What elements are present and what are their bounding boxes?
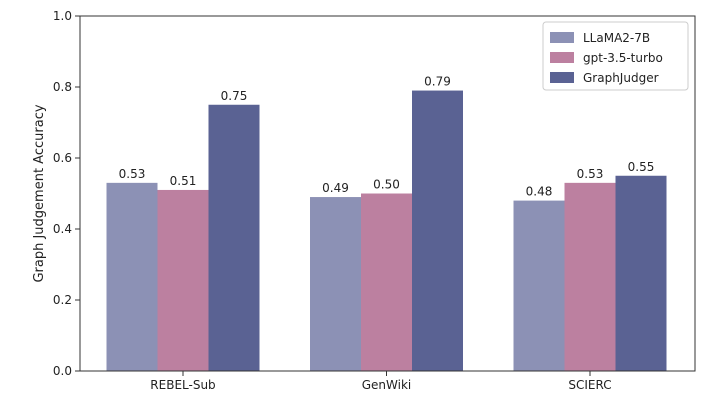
data-label-llama2-7b-rebel-sub: 0.53 (119, 167, 146, 181)
y-tick-label: 0.2 (53, 293, 72, 307)
data-label-llama2-7b-genwiki: 0.49 (322, 181, 349, 195)
data-labels-layer: 0.53 0.51 0.75 0.49 0.50 0.79 0.48 0.53 0.55 (119, 75, 655, 199)
data-label-gpt-3-5-turbo-rebel-sub: 0.51 (170, 174, 197, 188)
data-label-graphjudger-rebel-sub: 0.75 (221, 89, 248, 103)
bar-llama2-7b-scierc (513, 200, 565, 371)
bar-gpt-3-5-turbo-genwiki (361, 193, 412, 371)
x-tick-label-rebel-sub: REBEL-Sub (150, 378, 215, 392)
legend-swatch-llama2-7b (550, 32, 574, 43)
bar-graphjudger-rebel-sub (208, 104, 260, 371)
legend-swatch-graphjudger (550, 72, 574, 83)
y-tick-label: 0.8 (53, 80, 72, 94)
plot-frame (79, 15, 696, 372)
y-tick-label: 0.4 (53, 222, 72, 236)
data-label-gpt-3-5-turbo-genwiki: 0.50 (373, 178, 400, 192)
x-axis: REBEL-Sub GenWiki SCIERC (150, 371, 612, 392)
bar-graphjudger-genwiki (412, 90, 463, 372)
bar-gpt-3-5-turbo-rebel-sub (157, 189, 209, 371)
legend-label-gpt-3-5-turbo: gpt-3.5-turbo (583, 51, 663, 65)
bars-layer (106, 90, 667, 372)
data-label-gpt-3-5-turbo-scierc: 0.53 (577, 167, 604, 181)
y-axis-title: Graph Judgement Accuracy (32, 104, 47, 282)
x-tick-label-scierc: SCIERC (568, 378, 611, 392)
y-axis: 0.0 0.2 0.4 0.6 0.8 1.0 (53, 9, 80, 378)
y-tick-label: 0.6 (53, 151, 72, 165)
y-tick-label: 0.0 (53, 364, 72, 378)
bar-gpt-3-5-turbo-scierc (564, 182, 616, 371)
y-tick-label: 1.0 (53, 9, 72, 23)
x-tick-label-genwiki: GenWiki (362, 378, 412, 392)
data-label-graphjudger-scierc: 0.55 (628, 160, 655, 174)
bar-llama2-7b-rebel-sub (106, 182, 158, 371)
legend-label-llama2-7b: LLaMA2-7B (583, 31, 650, 45)
bar-llama2-7b-genwiki (310, 197, 361, 371)
legend-swatch-gpt-3-5-turbo (550, 52, 574, 63)
legend-box (542, 21, 689, 91)
data-label-llama2-7b-scierc: 0.48 (526, 185, 553, 199)
data-label-graphjudger-genwiki: 0.79 (424, 75, 451, 89)
bar-graphjudger-scierc (615, 175, 667, 371)
legend: LLaMA2-7B gpt-3.5-turbo GraphJudger (542, 21, 689, 91)
legend-label-graphjudger: GraphJudger (583, 71, 659, 85)
